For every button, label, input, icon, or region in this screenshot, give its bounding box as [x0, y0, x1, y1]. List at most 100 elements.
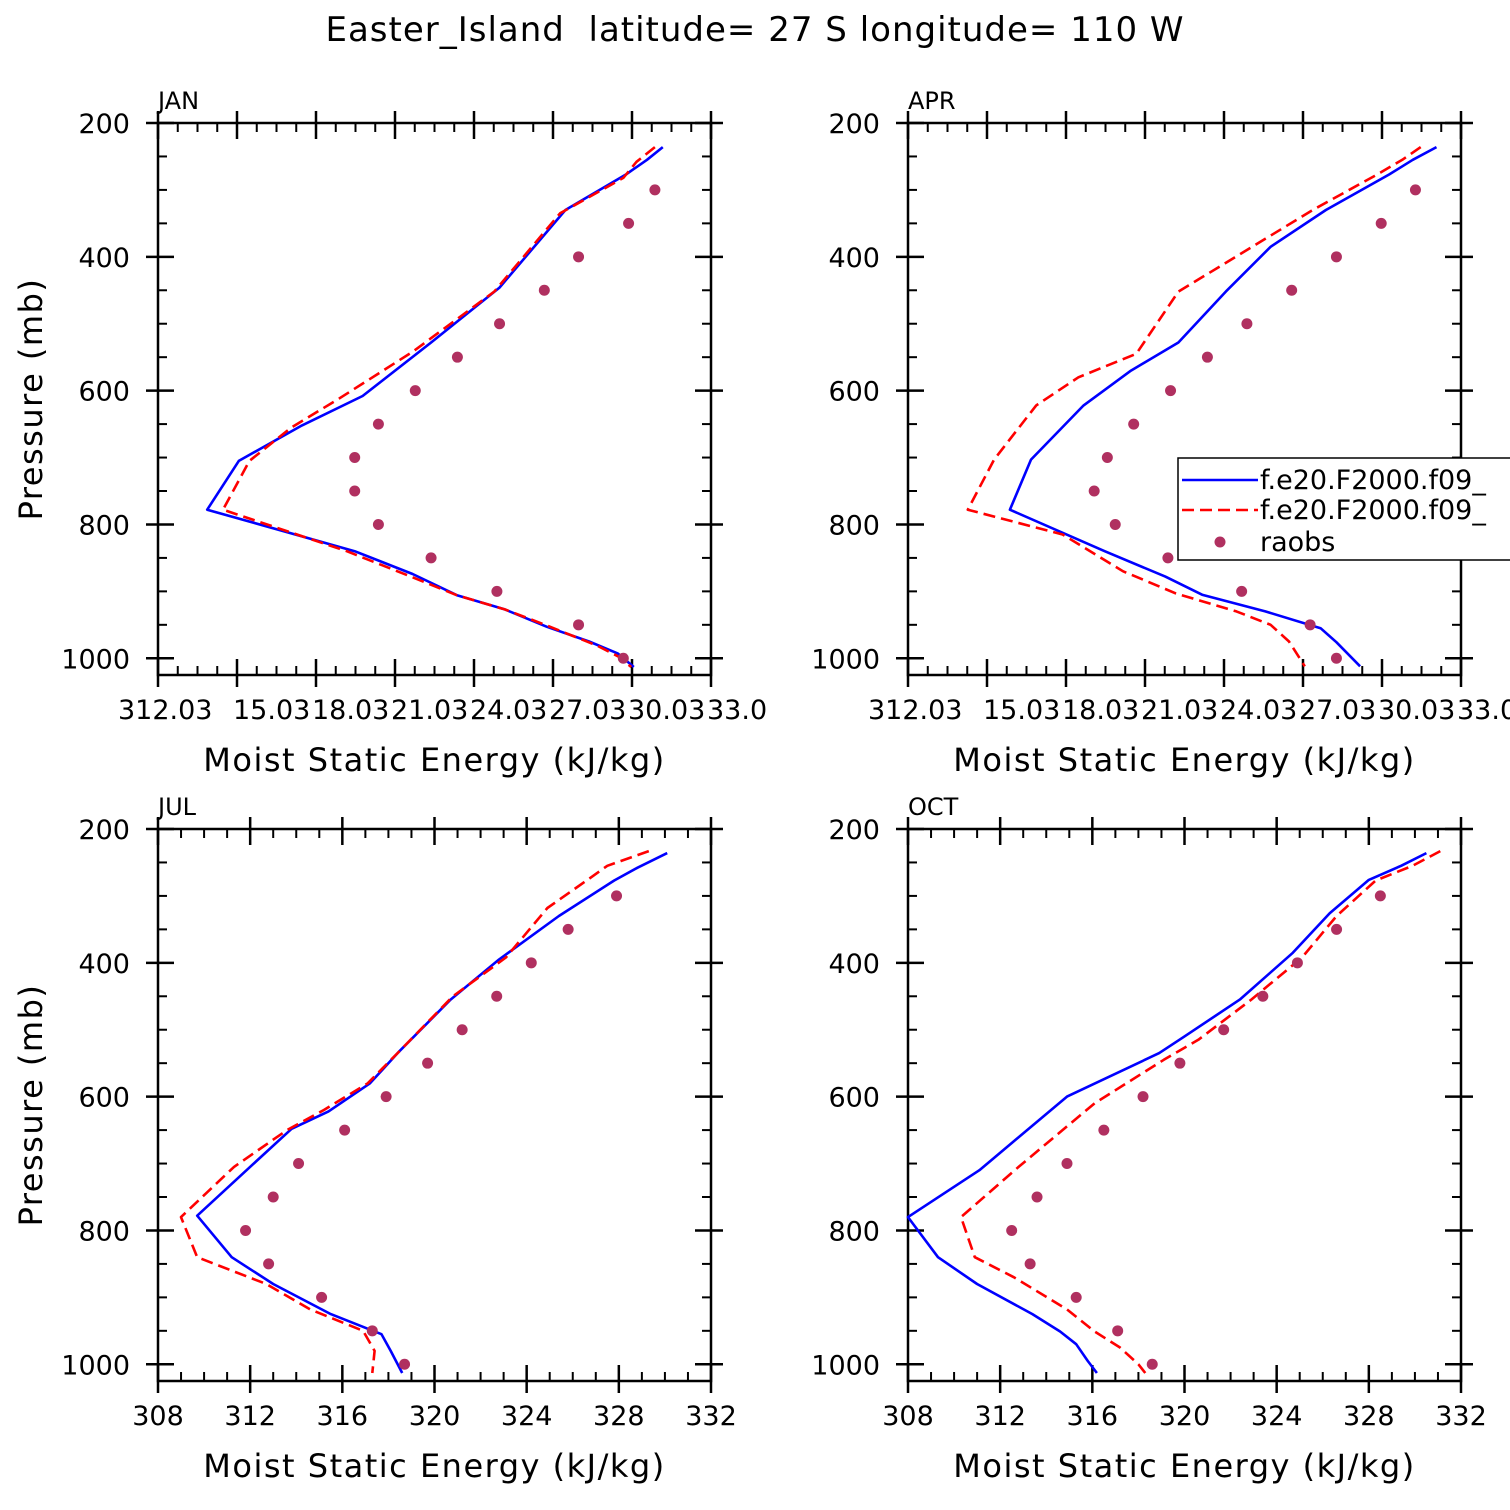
x-tick-label: 316 [317, 1401, 369, 1432]
legend-label: raobs [1260, 527, 1335, 558]
raobs-point [1031, 1191, 1043, 1203]
raobs-point [1409, 184, 1421, 196]
raobs-point [1201, 351, 1213, 363]
x-tick-label: 312 [224, 1401, 276, 1432]
y-tick-label: 800 [78, 510, 130, 541]
raobs-point [425, 552, 437, 564]
raobs-point [1128, 418, 1140, 430]
raobs-point [1162, 552, 1174, 564]
raobs-point [573, 251, 585, 263]
panel-label: JUL [156, 793, 197, 821]
raobs-point [380, 1091, 392, 1103]
y-tick-label: 800 [828, 510, 880, 541]
y-tick-label: 400 [828, 949, 880, 980]
raobs-point [372, 418, 384, 430]
legend-item: f.e20.F2000.f09_ [1182, 495, 1486, 526]
x-tick-label: 308 [132, 1401, 184, 1432]
x-tick-label: 33.0 [1457, 695, 1510, 726]
raobs-point [1070, 1291, 1082, 1303]
raobs-point [372, 518, 384, 530]
x-tick-label: 324 [501, 1401, 553, 1432]
y-tick-label: 400 [78, 949, 130, 980]
x-tick-label: 328 [593, 1401, 645, 1432]
y-tick-label: 200 [828, 815, 880, 846]
legend-swatch-dot [1214, 536, 1226, 548]
raobs-point [293, 1158, 305, 1170]
x-tick-label: 324 [1251, 1401, 1303, 1432]
raobs-point [1375, 217, 1387, 229]
x-tick-label: 27.03 [1299, 695, 1376, 726]
raobs-point [349, 452, 361, 464]
x-tick-label: 320 [409, 1401, 461, 1432]
x-tick-label: 15.03 [233, 695, 310, 726]
raobs-point [1101, 452, 1113, 464]
x-tick-label: 15.03 [983, 695, 1060, 726]
x-tick-label: 316 [1067, 1401, 1119, 1432]
x-tick-label: 24.03 [1220, 695, 1297, 726]
y-tick-label: 1000 [811, 1350, 880, 1381]
raobs-point [1236, 585, 1248, 597]
model-dashed-line [959, 849, 1441, 1374]
raobs-point [366, 1325, 378, 1337]
panel-label: JAN [156, 87, 199, 115]
y-tick-label: 200 [78, 109, 130, 140]
x-tick-label: 21.03 [391, 695, 468, 726]
raobs-point [1330, 652, 1342, 664]
model-dashed-line [966, 146, 1422, 667]
raobs-point [1291, 957, 1303, 969]
raobs-point [494, 318, 506, 330]
raobs-point [1218, 1024, 1230, 1036]
raobs-point [240, 1224, 252, 1236]
raobs-point [1257, 990, 1269, 1002]
panel-jan: JAN 200 400 600 800 1000 312.03 15.03 18.03 21.03… [12, 87, 767, 779]
raobs-point [1137, 1091, 1149, 1103]
model-solid-line [1008, 145, 1438, 668]
raobs-point [1061, 1158, 1073, 1170]
y-tick-label: 800 [828, 1216, 880, 1247]
raobs-point [573, 619, 585, 631]
x-tick-label: 30.03 [628, 695, 705, 726]
raobs-point [538, 284, 550, 296]
raobs-point [1088, 485, 1100, 497]
y-tick-label: 400 [828, 243, 880, 274]
chart-title: Easter_Island latitude= 27 S longitude= … [325, 10, 1185, 50]
x-tick-label: 328 [1343, 1401, 1395, 1432]
x-tick-label: 332 [1435, 1401, 1487, 1432]
raobs-point [1112, 1325, 1124, 1337]
y-tick-label: 600 [828, 1083, 880, 1114]
raobs-point [1109, 518, 1121, 530]
raobs-point [1374, 890, 1386, 902]
legend: f.e20.F2000.f09_f.e20.F2000.f09_raobs [1177, 457, 1510, 561]
legend-item: f.e20.F2000.f09_ [1182, 465, 1486, 496]
x-axis-label: Moist Static Energy (kJ/kg) [203, 741, 665, 779]
x-tick-label: 308 [882, 1401, 934, 1432]
x-axis-label: Moist Static Energy (kJ/kg) [953, 741, 1415, 779]
raobs-point [1024, 1258, 1036, 1270]
raobs-point [1304, 619, 1316, 631]
x-tick-label: 30.03 [1378, 695, 1455, 726]
raobs-point [316, 1291, 328, 1303]
legend-label: f.e20.F2000.f09_ [1260, 465, 1486, 496]
x-tick-label: 21.03 [1141, 695, 1218, 726]
plot-frame [156, 121, 713, 677]
raobs-point [562, 923, 574, 935]
raobs-point [623, 217, 635, 229]
raobs-point [349, 485, 361, 497]
model-solid-line [906, 851, 1427, 1374]
y-tick-label: 1000 [61, 644, 130, 675]
y-axis-label: Pressure (mb) [12, 984, 50, 1227]
panel-label: APR [908, 87, 956, 115]
x-tick-label: 312 [974, 1401, 1026, 1432]
x-tick-label: 312.03 [118, 695, 212, 726]
y-tick-label: 1000 [811, 644, 880, 675]
raobs-point [267, 1191, 279, 1203]
raobs-point [491, 585, 503, 597]
model-solid-line [205, 146, 664, 668]
x-tick-label: 24.03 [470, 695, 547, 726]
y-tick-label: 600 [78, 377, 130, 408]
raobs-point [1241, 318, 1253, 330]
raobs-point [339, 1124, 351, 1136]
